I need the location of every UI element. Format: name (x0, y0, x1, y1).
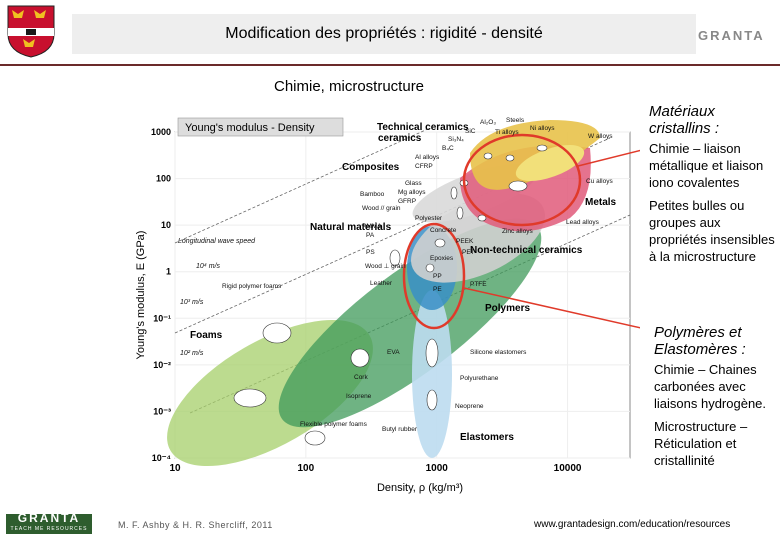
mat-wood: Wood // grain (362, 205, 401, 212)
mat-pet: PET (462, 249, 475, 256)
pointer-line-2 (463, 287, 640, 329)
mat-mg: Mg alloys (398, 189, 426, 196)
mat-bamboo: Bamboo (360, 191, 385, 198)
mat-neoprene: Neoprene (455, 403, 484, 410)
mat-sic: SiC (465, 128, 476, 135)
header-rule (0, 64, 780, 66)
mat-eva: EVA (387, 349, 400, 356)
crystalline-notes: Matériaux cristallins : Chimie – liaison… (649, 103, 779, 265)
polymer-chemistry: Chimie – Chaines carbonées avec liaisons… (654, 362, 767, 411)
crystalline-heading: Matériaux cristallins : (649, 103, 720, 137)
pointer-line-1 (577, 149, 640, 167)
ann-1e4: 10⁴ m/s (196, 263, 221, 270)
mat-gfrp: GFRP (398, 198, 416, 205)
x-tick-label: 10000 (554, 463, 582, 474)
mat-cu: Cu alloys (586, 178, 613, 185)
mat-pp: PP (433, 273, 442, 280)
credit-text: M. F. Ashby & H. R. Shercliff, 2011 (118, 520, 273, 530)
elastomers-envelope (412, 290, 452, 458)
mat-ni: Ni alloys (530, 125, 555, 132)
mat-peek: PEEK (456, 238, 474, 245)
mat-silicone: Silicone elastomers (470, 349, 527, 356)
metal-bubbles-highlight (515, 144, 585, 182)
mat-b4c: B₄C (442, 145, 454, 152)
ann-1e2: 10² m/s (180, 350, 204, 357)
mat-polyester: Polyester (415, 215, 443, 222)
mat-lead: Lead alloys (566, 219, 600, 226)
mat-cork: Cork (354, 374, 368, 381)
resource-url[interactable]: www.grantadesign.com/education/resources (534, 519, 731, 530)
slide-title: Modification des propriétés : rigidité -… (72, 14, 696, 54)
polymer-highlight-ring (402, 222, 466, 330)
y-tick-label: 1 (166, 267, 171, 277)
crystalline-chemistry: Chimie – liaison métallique et liaison i… (649, 141, 764, 190)
mat-glass: Glass (405, 180, 422, 187)
y-tick-label: 10⁻³ (153, 406, 171, 416)
mat-pe: PE (433, 286, 442, 293)
crystalline-highlight-ring (462, 133, 582, 227)
mat-al: Al alloys (415, 154, 440, 161)
y-tick-label: 10⁻² (153, 360, 171, 370)
x-tick-label: 100 (298, 463, 315, 474)
y-axis-label: Young's modulus, E (GPa) (135, 231, 147, 360)
university-crest (7, 5, 55, 58)
label-elastomers: Elastomers (460, 432, 514, 443)
mat-steels: Steels (506, 117, 525, 124)
material-bubbles (233, 144, 548, 446)
y-tick-label: 10 (161, 220, 171, 230)
mat-cfrp: CFRP (415, 163, 433, 170)
polymer-heading: Polymères et Elastomères : (654, 324, 746, 358)
ann-1e3: 10³ m/s (180, 299, 204, 306)
mat-butyl: Butyl rubber (382, 426, 418, 433)
slide-subtitle: Chimie, microstructure (274, 78, 425, 95)
label-technical-ceramics: Technical ceramics (377, 122, 469, 133)
label-natural-materials: Natural materials (310, 222, 392, 233)
y-tick-label: 10⁻¹ (153, 313, 171, 323)
mat-si3n4: Si₃N₄ (448, 136, 464, 143)
chart-title-tab (177, 117, 344, 137)
mat-leather: Leather (370, 280, 393, 287)
x-tick-label: 10 (169, 463, 181, 474)
axis-ticks: 10 100 1000 10000 10⁻⁴ 10⁻³ 10⁻² 10⁻¹ 1 10 100 1000 (151, 127, 582, 474)
mat-w: W alloys (588, 133, 613, 140)
polymer-notes: Polymères et Elastomères : Chimie – Chai… (654, 324, 778, 469)
mat-isoprene: Isoprene (346, 393, 372, 400)
mat-pa: PA (366, 232, 375, 239)
label-composites: Composites (342, 162, 400, 173)
mat-pmma: PMMA (362, 223, 382, 230)
mat-wood-perp: Wood ⊥ grain (365, 263, 406, 270)
granta-footer-logo: GRANTA TEACH ME RESOURCES (6, 512, 92, 534)
x-tick-label: 1000 (426, 463, 449, 474)
polymer-microstructure: Microstructure – Réticulation et cristal… (654, 419, 748, 468)
granta-logo: GRANTA (698, 28, 765, 43)
label-polymers: Polymers (485, 303, 530, 314)
ashby-chart: Young's modulus - Density Technical cera… (135, 117, 640, 494)
label-nontech-ceramics: Non-technical ceramics (470, 245, 583, 256)
label-foams: Foams (190, 330, 223, 341)
ann-wave-speed: Longitudinal wave speed (178, 238, 256, 245)
mat-ti: Ti alloys (495, 129, 519, 136)
mat-rigid-foam: Rigid polymer foams (222, 283, 282, 290)
label-metals: Metals (585, 197, 617, 208)
y-tick-label: 100 (156, 174, 171, 184)
mat-al2o3: Al₂O₃ (480, 119, 496, 126)
mat-ps: PS (366, 249, 375, 256)
y-tick-label: 1000 (151, 127, 171, 137)
mat-flex-foam: Flexible polymer foams (300, 421, 368, 428)
x-axis-label: Density, ρ (kg/m³) (377, 482, 463, 494)
mat-zinc: Zinc alloys (502, 228, 533, 235)
mat-pu: Polyurethane (460, 375, 499, 382)
crystalline-microstructure: Petites bulles ou groupes aux propriétés… (649, 198, 775, 264)
label-technical-ceramics-2: ceramics (378, 133, 422, 144)
mat-epoxies: Epoxies (430, 255, 454, 262)
mat-concrete: Concrete (430, 227, 457, 234)
y-tick-label: 10⁻⁴ (152, 453, 171, 463)
mat-ptfe: PTFE (470, 281, 487, 288)
chart-title: Young's modulus - Density (185, 122, 315, 134)
